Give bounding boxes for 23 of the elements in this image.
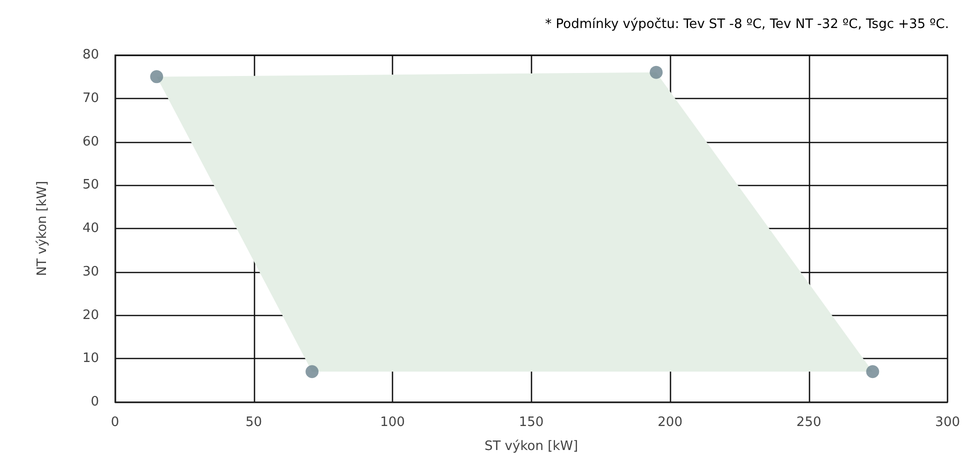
- y-axis-title: NT výkon [kW]: [35, 180, 50, 276]
- text: * Podmínky výpočtu: Tev ST -8 ºC, Tev NT -32 ºC, Tsgc +35 ºC.: [545, 17, 950, 32]
- point: [150, 70, 164, 84]
- point: [650, 66, 663, 79]
- point: [306, 365, 319, 378]
- x-tick-label: 200: [658, 415, 682, 430]
- y-tick-label: 60: [82, 134, 99, 150]
- x-axis-title: ST výkon [kW]: [484, 439, 578, 454]
- x-tick-label: 0: [110, 415, 120, 430]
- y-tick-label: 20: [82, 308, 99, 323]
- x-tick-label: 300: [935, 415, 960, 430]
- x-tick-label: 50: [245, 415, 262, 430]
- y-tick-label: 80: [82, 48, 99, 62]
- x-tick-label: 100: [380, 415, 405, 430]
- y-tick-label: 70: [82, 90, 99, 106]
- x-tick-label: 150: [518, 415, 544, 430]
- point: [866, 365, 880, 378]
- y-tick-label: 40: [82, 221, 99, 236]
- y-tick-label: 0: [90, 394, 99, 410]
- x-tick-label: 250: [796, 415, 822, 430]
- y-tick-label: 30: [82, 264, 99, 280]
- y-tick-label: 50: [82, 178, 99, 193]
- y-tick-label: 10: [82, 351, 99, 366]
